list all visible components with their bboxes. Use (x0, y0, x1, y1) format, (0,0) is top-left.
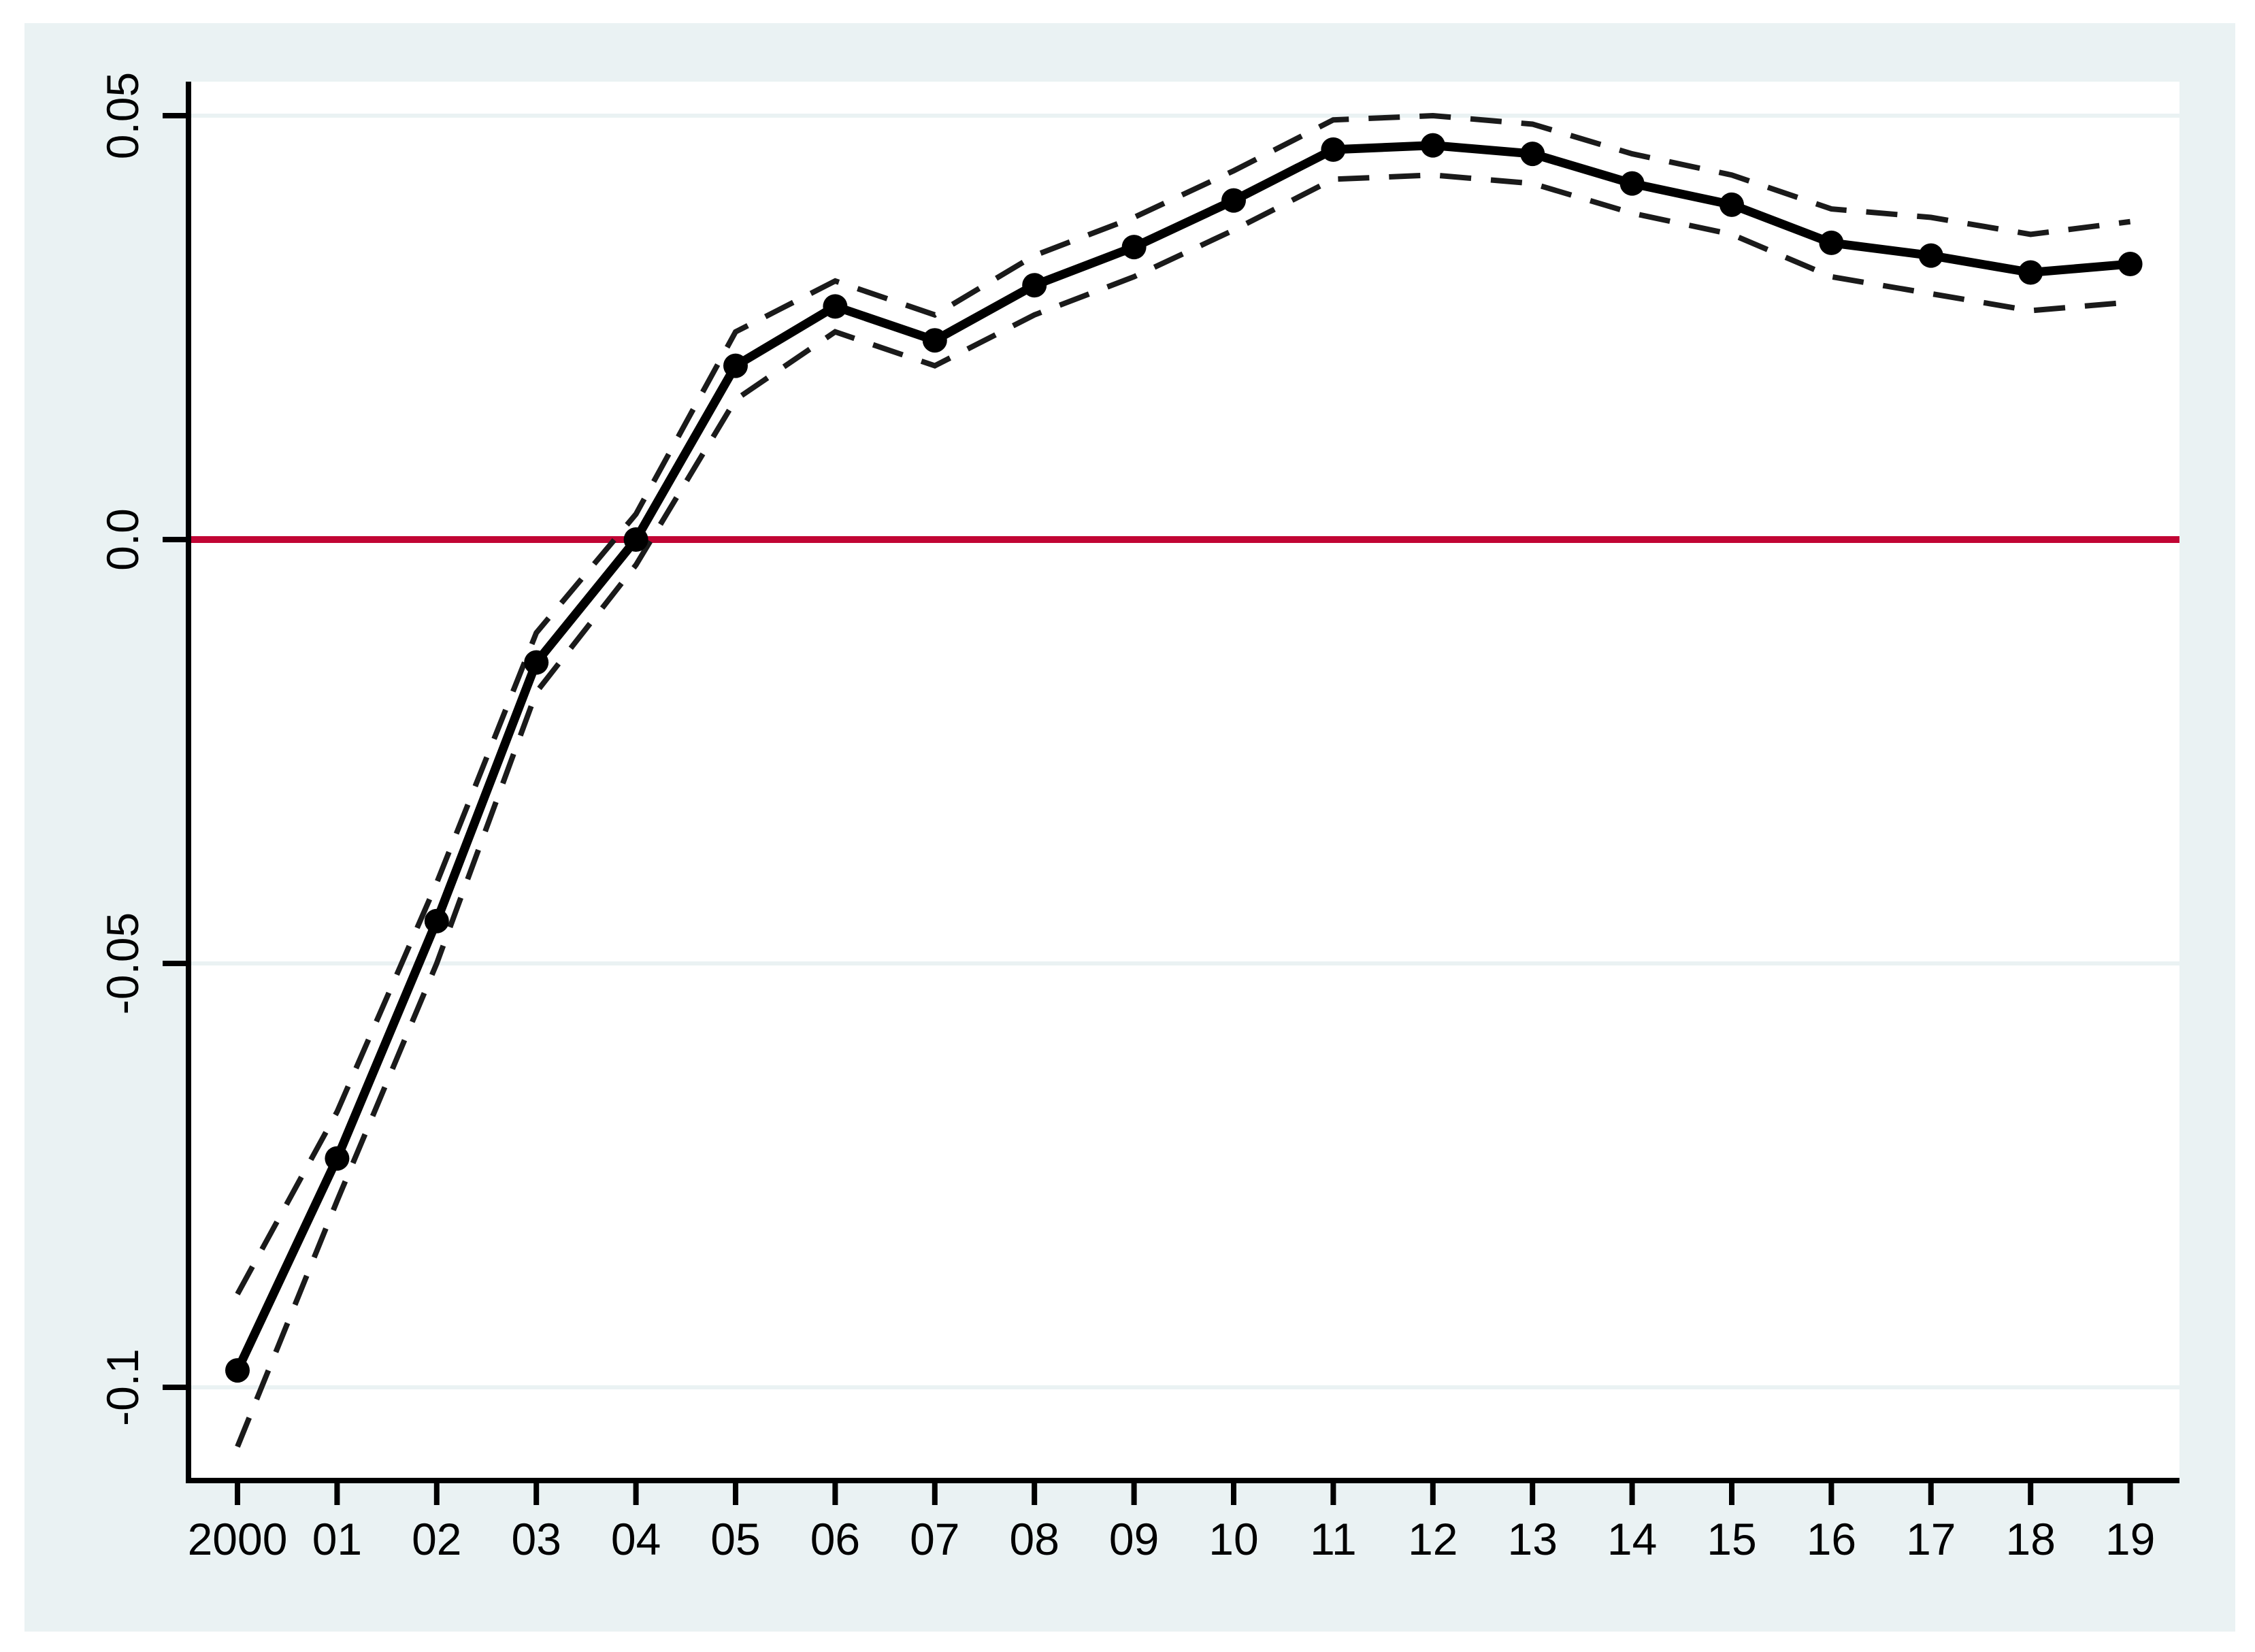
ci-lower-dashed-line (235, 172, 2130, 1448)
data-point-marker (325, 1146, 350, 1171)
x-tick-label: 14 (1607, 1514, 1657, 1564)
x-tick-label: 07 (910, 1514, 959, 1564)
x-tick-label: 17 (1906, 1514, 1956, 1564)
x-tick-label: 04 (611, 1514, 661, 1564)
x-tick-label: 09 (1109, 1514, 1159, 1564)
data-point-marker (1918, 243, 1943, 268)
x-tick-label: 19 (2105, 1514, 2155, 1564)
x-tick-label: 2000 (188, 1514, 288, 1564)
data-point-marker (2018, 260, 2043, 285)
data-point-marker (1221, 188, 1246, 213)
x-tick-label: 01 (312, 1514, 362, 1564)
x-tick-label: 10 (1208, 1514, 1258, 1564)
data-point-marker (1719, 192, 1744, 217)
data-point-marker (1819, 230, 1844, 255)
x-tick-label: 18 (2005, 1514, 2055, 1564)
x-tick-label: 06 (810, 1514, 860, 1564)
x-tick-label: 15 (1707, 1514, 1756, 1564)
data-point-marker (823, 294, 848, 319)
data-point-marker (1022, 273, 1047, 298)
y-tick-label: -0.05 (97, 912, 148, 1014)
y-tick-label: 0.0 (97, 508, 148, 571)
data-point-marker (225, 1358, 250, 1383)
data-point-marker (424, 908, 449, 934)
x-tick-label: 16 (1807, 1514, 1856, 1564)
data-point-marker (2118, 252, 2143, 277)
data-point-marker (1121, 235, 1147, 260)
x-tick-label: 12 (1408, 1514, 1458, 1564)
y-tick-label: -0.1 (97, 1349, 148, 1426)
x-tick-label: 13 (1507, 1514, 1557, 1564)
x-tick-label: 05 (710, 1514, 760, 1564)
x-tick-label: 02 (412, 1514, 461, 1564)
data-point-marker (1321, 137, 1346, 162)
data-point-marker (623, 527, 648, 552)
x-tick-label: 11 (1310, 1514, 1357, 1564)
data-point-marker (922, 328, 947, 353)
data-point-marker (1619, 171, 1645, 196)
x-tick-label: 08 (1009, 1514, 1059, 1564)
coefficient-line (233, 141, 2131, 1372)
data-point-marker (1420, 133, 1445, 158)
data-point-marker (723, 353, 748, 378)
x-tick-label: 03 (511, 1514, 561, 1564)
plot-area (188, 82, 2179, 1481)
data-point-marker (1520, 142, 1545, 167)
y-tick-label: 0.05 (97, 72, 148, 159)
data-point-marker (524, 650, 549, 675)
ci-upper-dashed-line (235, 112, 2131, 1295)
